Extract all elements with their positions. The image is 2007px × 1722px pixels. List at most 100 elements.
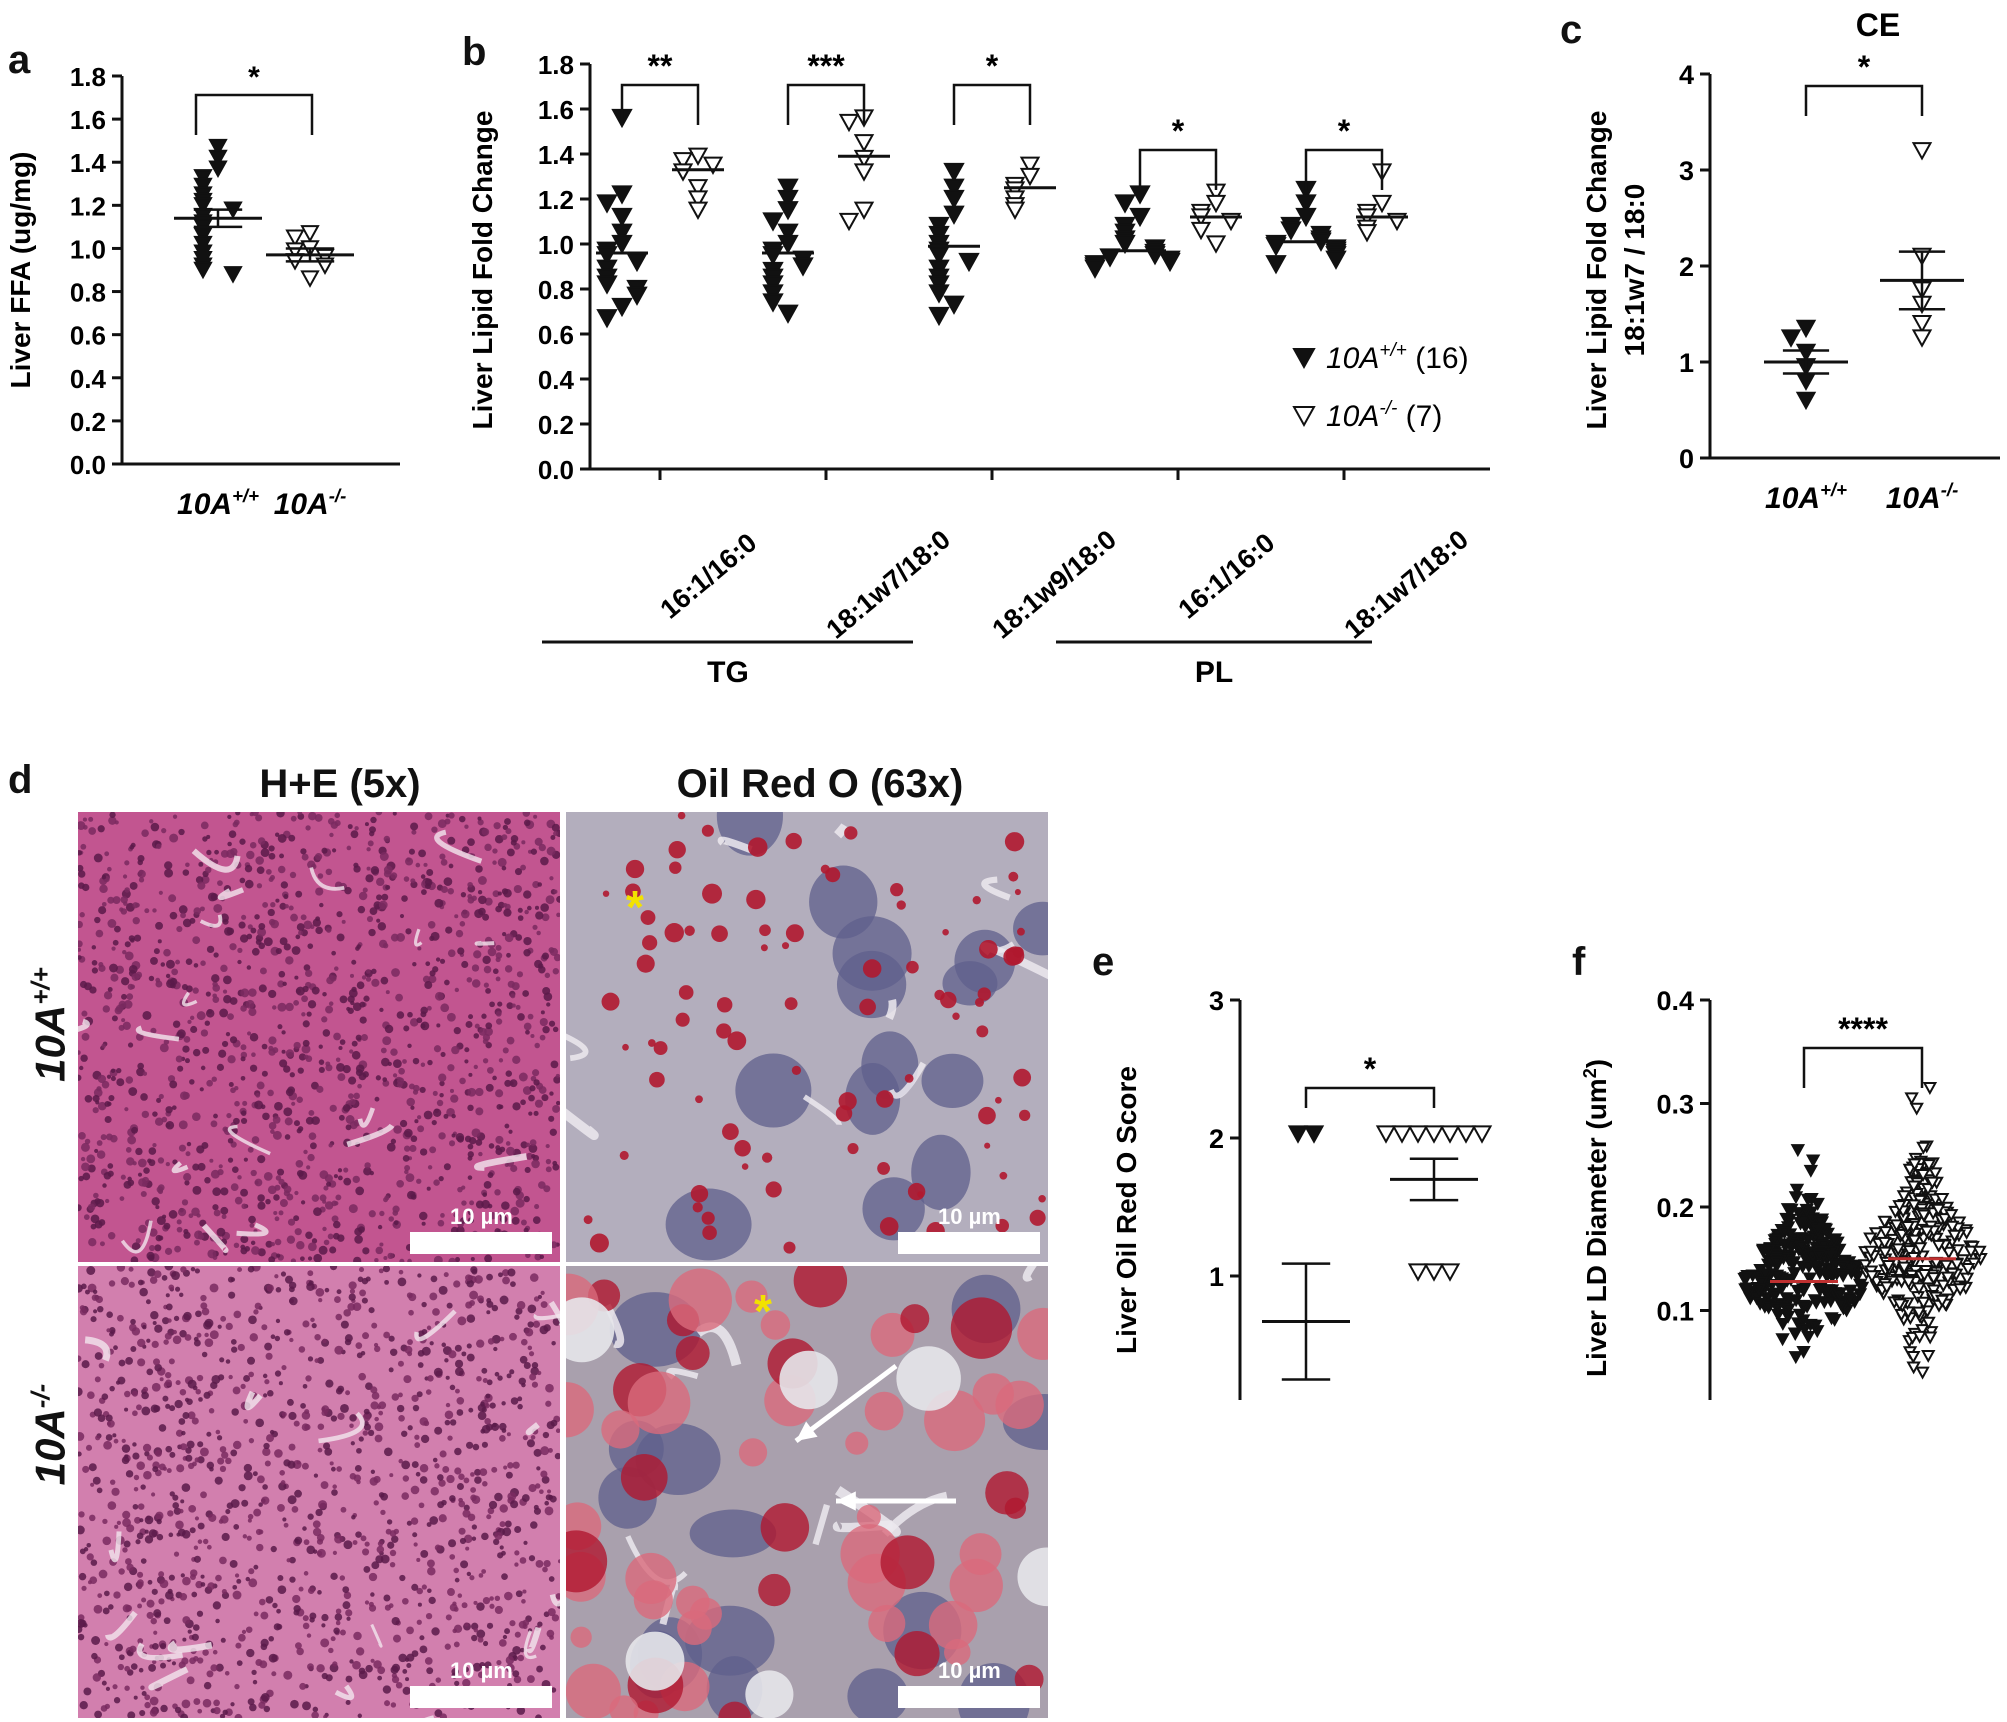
img-he-ko-nucleus-1290	[321, 1405, 330, 1413]
img-he-wt-nucleus-1118	[527, 905, 532, 911]
img-oro-wt-droplet-48	[640, 910, 656, 925]
img-he-wt-nucleus-1336	[543, 992, 553, 1002]
img-he-wt-nucleus-475	[473, 950, 482, 959]
img-he-ko-nucleus-168	[453, 1280, 461, 1288]
img-he-ko-nucleus-38	[528, 1484, 537, 1493]
he-image-wt	[78, 812, 560, 1262]
a-ytick-label-8: 1.6	[70, 105, 106, 135]
img-he-ko-nucleus-889	[94, 1376, 101, 1383]
img-he-wt-nucleus-1172	[530, 1033, 535, 1039]
img-oro-ko-droplet-16	[972, 1373, 1014, 1415]
img-he-ko-nucleus-1188	[208, 1513, 217, 1522]
b-group-label-tg: TG	[707, 656, 749, 689]
img-he-wt-nucleus-997	[307, 1153, 315, 1162]
img-he-wt-nucleus-1167	[380, 976, 389, 985]
img-he-ko-nucleus-402	[144, 1535, 154, 1544]
img-oro-wt-droplet-28	[1004, 832, 1025, 852]
img-oro-wt-droplet-89	[907, 1182, 926, 1201]
img-he-wt-nucleus-141	[107, 896, 115, 904]
b-point-0-2-15	[928, 306, 950, 327]
img-he-wt-nucleus-1294	[511, 982, 520, 991]
img-he-ko-nucleus-1177	[78, 1625, 83, 1634]
img-he-ko-nucleus-1021	[142, 1443, 152, 1453]
img-he-wt-nucleus-1306	[197, 1233, 205, 1240]
img-he-ko-nucleus-672	[161, 1275, 168, 1281]
img-he-wt-nucleus-1329	[550, 1060, 559, 1069]
f-point-0-159	[1767, 1234, 1782, 1248]
img-he-wt-nucleus-1395	[353, 862, 359, 868]
img-he-wt-nucleus-1207	[78, 940, 83, 948]
img-he-wt-nucleus-1021	[88, 1238, 97, 1247]
img-he-ko-nucleus-1229	[371, 1561, 380, 1570]
img-he-ko-nucleus-379	[219, 1446, 227, 1453]
img-he-ko-nucleus-109	[97, 1305, 104, 1313]
img-he-wt-nucleus-184	[228, 1081, 234, 1087]
img-he-wt-nucleus-469	[176, 925, 183, 933]
img-he-wt-nucleus-992	[357, 905, 366, 914]
img-he-ko-nucleus-671	[197, 1657, 204, 1664]
img-he-wt-nucleus-48	[99, 1241, 105, 1247]
img-he-wt-nucleus-1221	[115, 1004, 124, 1013]
img-he-ko-nucleus-1193	[137, 1358, 146, 1367]
img-he-ko-nucleus-1162	[480, 1401, 485, 1407]
img-he-wt-nucleus-1012	[365, 976, 372, 982]
img-he-wt-nucleus-34	[404, 1165, 411, 1172]
img-he-ko-nucleus-655	[491, 1304, 499, 1312]
a-point-1-7	[300, 270, 320, 288]
img-he-ko-nucleus-740	[356, 1447, 362, 1454]
img-he-wt-sinusoid-5	[120, 1220, 153, 1254]
img-he-wt-nucleus-814	[497, 891, 502, 896]
img-oro-wt-membrane-0	[981, 876, 1011, 901]
img-he-wt-nucleus-338	[337, 1073, 346, 1082]
img-he-ko-nucleus-629	[182, 1412, 190, 1419]
img-he-ko-nucleus-1154	[129, 1645, 137, 1653]
img-he-wt-nucleus-1149	[149, 819, 154, 824]
img-he-wt-nucleus-817	[154, 1244, 162, 1252]
img-he-ko-nucleus-465	[471, 1536, 477, 1541]
img-he-wt-nucleus-827	[285, 956, 294, 965]
img-he-ko-nucleus-241	[378, 1492, 385, 1498]
img-he-wt-nucleus-139	[483, 965, 492, 974]
img-he-wt-nucleus-95	[82, 1172, 91, 1181]
img-he-wt-nucleus-1159	[157, 939, 162, 944]
f-point-0-204	[1826, 1235, 1842, 1248]
img-he-ko-nucleus-928	[181, 1430, 186, 1436]
img-he-ko-nucleus-1159	[377, 1666, 386, 1675]
img-he-ko-nucleus-377	[202, 1698, 212, 1708]
img-he-ko-nucleus-550	[105, 1686, 111, 1691]
img-he-wt-nucleus-1162	[384, 1024, 394, 1034]
img-he-ko-nucleus-643	[389, 1549, 397, 1557]
img-he-wt-nucleus-231	[307, 1242, 317, 1252]
img-he-wt-nucleus-333	[308, 812, 317, 821]
f-point-1-232	[1925, 1176, 1940, 1190]
img-he-wt-nucleus-54	[283, 943, 291, 951]
img-he-wt-nucleus-1124	[383, 835, 391, 843]
img-he-ko-nucleus-347	[498, 1639, 507, 1647]
img-he-wt-nucleus-343	[240, 1044, 247, 1051]
img-oro-wt-droplet-1	[649, 1071, 665, 1088]
img-he-wt-nucleus-816	[172, 1020, 181, 1028]
img-he-ko-nucleus-726	[165, 1403, 171, 1409]
img-he-ko-nucleus-1092	[96, 1487, 103, 1494]
img-he-wt-nucleus-1011	[468, 1014, 474, 1020]
img-he-ko-nucleus-895	[546, 1629, 555, 1638]
img-he-ko-nucleus-233	[124, 1390, 131, 1398]
img-he-wt-nucleus-1027	[350, 830, 359, 839]
img-he-ko-nucleus-708	[484, 1661, 492, 1669]
f-point-0-140	[1761, 1301, 1776, 1315]
img-he-wt-nucleus-868	[284, 1117, 293, 1126]
img-he-ko-nucleus-712	[275, 1318, 281, 1324]
img-he-wt-nucleus-923	[504, 933, 514, 943]
img-he-wt-nucleus-545	[323, 1239, 330, 1246]
img-he-wt-nucleus-1046	[360, 1034, 368, 1042]
img-he-wt-sinusoid-8	[414, 928, 423, 947]
img-he-ko-nucleus-625	[104, 1641, 109, 1647]
img-he-ko-nucleus-1258	[402, 1669, 408, 1674]
img-he-wt-nucleus-1343	[137, 1062, 144, 1070]
img-he-wt-nucleus-1129	[149, 1244, 156, 1252]
img-he-ko-nucleus-1244	[526, 1675, 535, 1683]
img-he-wt-nucleus-872	[475, 1087, 484, 1097]
img-he-wt-nucleus-274	[198, 861, 204, 867]
img-he-wt-nucleus-202	[157, 1157, 165, 1164]
img-he-ko-nucleus-559	[141, 1690, 147, 1697]
